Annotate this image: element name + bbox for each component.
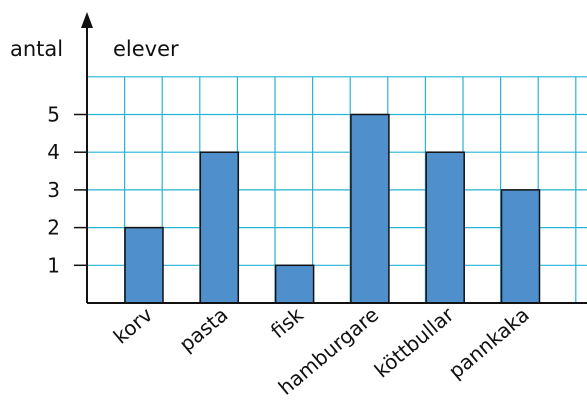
y-tick-label: 5 (47, 103, 60, 127)
chart-bars (124, 113, 541, 304)
bar-korv (124, 226, 164, 304)
bar-pasta (199, 151, 240, 304)
y-tick-label: 3 (47, 178, 60, 202)
y-axis-label-right: elever (113, 37, 179, 61)
x-category-label: pannkaka (444, 302, 534, 383)
x-category-label: köttbullar (370, 302, 459, 382)
y-tick-labels: 1 2 3 4 5 (47, 103, 87, 277)
x-category-label: korv (109, 302, 158, 348)
y-axis-arrow-icon (81, 12, 93, 28)
chart-axes (81, 12, 587, 304)
bar-hamburgare (350, 113, 390, 304)
bar-fisk (274, 264, 315, 304)
bar-pannkaka (500, 189, 541, 304)
y-axis-label-left: antal (10, 37, 63, 61)
x-category-label: fisk (266, 302, 308, 343)
y-tick-label: 4 (47, 140, 60, 164)
y-tick-label: 2 (47, 216, 60, 240)
x-category-label: pasta (175, 302, 233, 356)
y-tick-label: 1 (47, 253, 60, 277)
x-category-labels: korv pasta fiskhamburgareköttbullarpannkak… (109, 302, 534, 400)
bar-köttbullar (425, 151, 465, 304)
